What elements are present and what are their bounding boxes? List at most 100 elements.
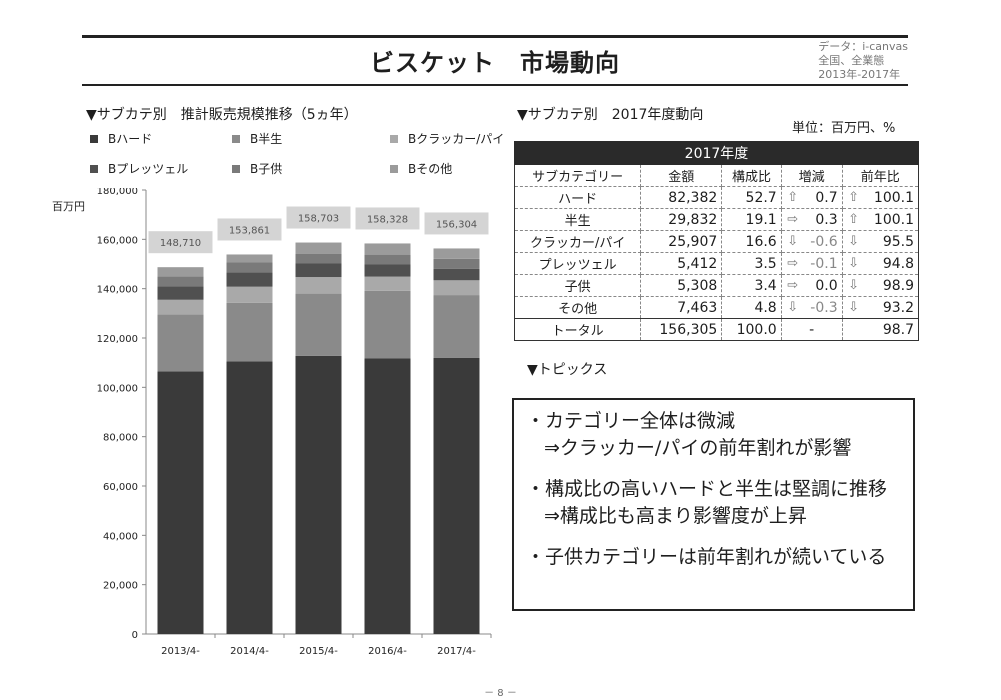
yoy-cell-value: 100.1 (873, 211, 914, 228)
share-cell: 19.1 (721, 208, 782, 231)
bar-segment (433, 295, 480, 358)
amount-cell: 25,907 (640, 230, 723, 253)
change-cell-value: -0.1 (810, 255, 838, 272)
table-row: プレッツェル 5,412 3.5 ⇨ -0.1 ⇩ 94.8 (513, 252, 920, 275)
legend-swatch (390, 134, 398, 143)
arrow-up-icon: ⇧ (848, 211, 860, 227)
amount-cell-value: 82,382 (668, 189, 718, 206)
yoy-cell: ⇩ 94.8 (841, 252, 920, 275)
legend-item: B子供 (232, 160, 282, 177)
topics-title: ▼トピックス (527, 362, 608, 378)
change-cell: ⇨ 0.3 (780, 208, 843, 231)
arrow-down-icon: ⇩ (787, 233, 799, 249)
change-cell: ⇨ 0.0 (780, 274, 843, 297)
bar-segment (364, 243, 411, 255)
total-label-box (148, 231, 213, 254)
source-line: 全国、全業態 (818, 54, 885, 67)
column-header-yoy: 前年比 (841, 164, 920, 187)
bar-segment (364, 264, 411, 277)
legend-label: Bその他 (408, 162, 453, 176)
topic-main: ・構成比の高いハードと半生は堅調に推移 (526, 478, 888, 500)
page-title: ビスケット 市場動向 (370, 49, 620, 77)
yoy-cell: 98.7 (841, 318, 920, 341)
arrow-right-icon: ⇨ (787, 211, 799, 227)
topic-sub: ⇒構成比も高まり影響度が上昇 (544, 505, 807, 527)
arrow-up-icon: ⇧ (787, 189, 799, 205)
source-line: 2013年-2017年 (818, 68, 901, 81)
legend-label: Bクラッカー/パイ (408, 132, 505, 146)
y-tick-label: 20,000 (103, 581, 138, 592)
bar-segment (364, 290, 411, 359)
legend-item: Bプレッツェル (90, 160, 188, 177)
page-number: － 8 － (484, 688, 517, 699)
yoy-cell-value: 98.9 (882, 277, 914, 294)
data-source-note: データ：i-canvas 全国、全業態 2013年-2017年 (818, 40, 908, 82)
yoy-cell: ⇩ 93.2 (841, 296, 920, 319)
bar-segment (157, 267, 204, 277)
topic-sub: ⇒クラッカー/パイの前年割れが影響 (544, 437, 852, 459)
table-row: クラッカー/パイ 25,907 16.6 ⇩ -0.6 ⇩ 95.5 (513, 230, 920, 253)
total-label-box (217, 218, 282, 241)
yoy-cell: ⇧ 100.1 (841, 208, 920, 231)
share-cell-value: 4.8 (754, 299, 777, 316)
total-label-box (424, 212, 489, 235)
bar-segment (433, 280, 480, 296)
change-cell-value: -0.3 (810, 299, 838, 316)
bar-segment (433, 357, 480, 634)
column-header-amount: 金額 (640, 164, 723, 187)
y-tick-label: 160,000 (97, 235, 138, 246)
total-label: 156,304 (436, 219, 477, 230)
bar-segment (433, 258, 480, 269)
share-cell-value: 3.5 (754, 255, 777, 272)
share-cell: 3.5 (721, 252, 782, 275)
y-tick-label: 60,000 (103, 482, 138, 493)
category-cell: クラッカー/パイ (513, 230, 642, 253)
x-tick-label: 2013/4- (161, 646, 200, 657)
table-row: 半生 29,832 19.1 ⇨ 0.3 ⇧ 100.1 (513, 208, 920, 231)
total-label: 158,328 (367, 214, 408, 225)
category-cell-value: その他 (558, 302, 598, 317)
bar-segment (295, 277, 342, 294)
x-tick-label: 2014/4- (230, 646, 269, 657)
bar-segment (433, 268, 480, 281)
amount-cell: 7,463 (640, 296, 723, 319)
topics-box: ・カテゴリー全体は微減 ⇒クラッカー/パイの前年割れが影響 ・構成比の高いハードと半… (512, 398, 915, 611)
bar-segment (433, 248, 480, 259)
legend-swatch (232, 164, 240, 173)
arrow-right-icon: ⇨ (787, 277, 799, 293)
legend-swatch (90, 134, 98, 143)
bar-segment (364, 254, 411, 265)
change-cell: ⇩ -0.3 (780, 296, 843, 319)
category-cell-value: プレッツェル (538, 258, 617, 273)
y-tick-label: 40,000 (103, 531, 138, 542)
amount-cell: 82,382 (640, 186, 723, 209)
legend-label: B半生 (250, 132, 283, 146)
bar-segment (157, 286, 204, 300)
column-header-change: 増減 (780, 164, 843, 187)
category-table: 2017年度 サブカテゴリー 金額 構成比 増減 前年比 ハード 82,382 52… (513, 141, 920, 341)
legend-item: Bクラッカー/パイ (390, 130, 504, 147)
table-row: ハード 82,382 52.7 ⇧ 0.7 ⇧ 100.1 (513, 186, 920, 209)
share-cell: 52.7 (721, 186, 782, 209)
change-cell: ⇩ -0.6 (780, 230, 843, 253)
total-label: 153,861 (229, 225, 270, 236)
yoy-cell: ⇧ 100.1 (841, 186, 920, 209)
y-tick-label: 120,000 (97, 334, 138, 345)
bar-segment (226, 272, 273, 287)
share-cell: 3.4 (721, 274, 782, 297)
legend-swatch (390, 164, 398, 173)
header-rule-bottom (82, 84, 908, 86)
amount-cell: 156,305 (640, 318, 723, 341)
unit-label: 単位：百万円、% (792, 121, 896, 136)
share-cell-value: 16.6 (745, 233, 777, 250)
share-cell-value: 52.7 (745, 189, 777, 206)
bar-segment (364, 358, 411, 634)
yoy-cell-value: 95.5 (882, 233, 914, 250)
yoy-cell-value: 94.8 (882, 255, 914, 272)
bar-segment (226, 262, 273, 273)
total-label-box (355, 207, 420, 230)
legend-swatch (90, 164, 98, 173)
change-cell-value: -0.6 (810, 233, 838, 250)
amount-cell-value: 29,832 (668, 211, 718, 228)
change-cell: ⇧ 0.7 (780, 186, 843, 209)
